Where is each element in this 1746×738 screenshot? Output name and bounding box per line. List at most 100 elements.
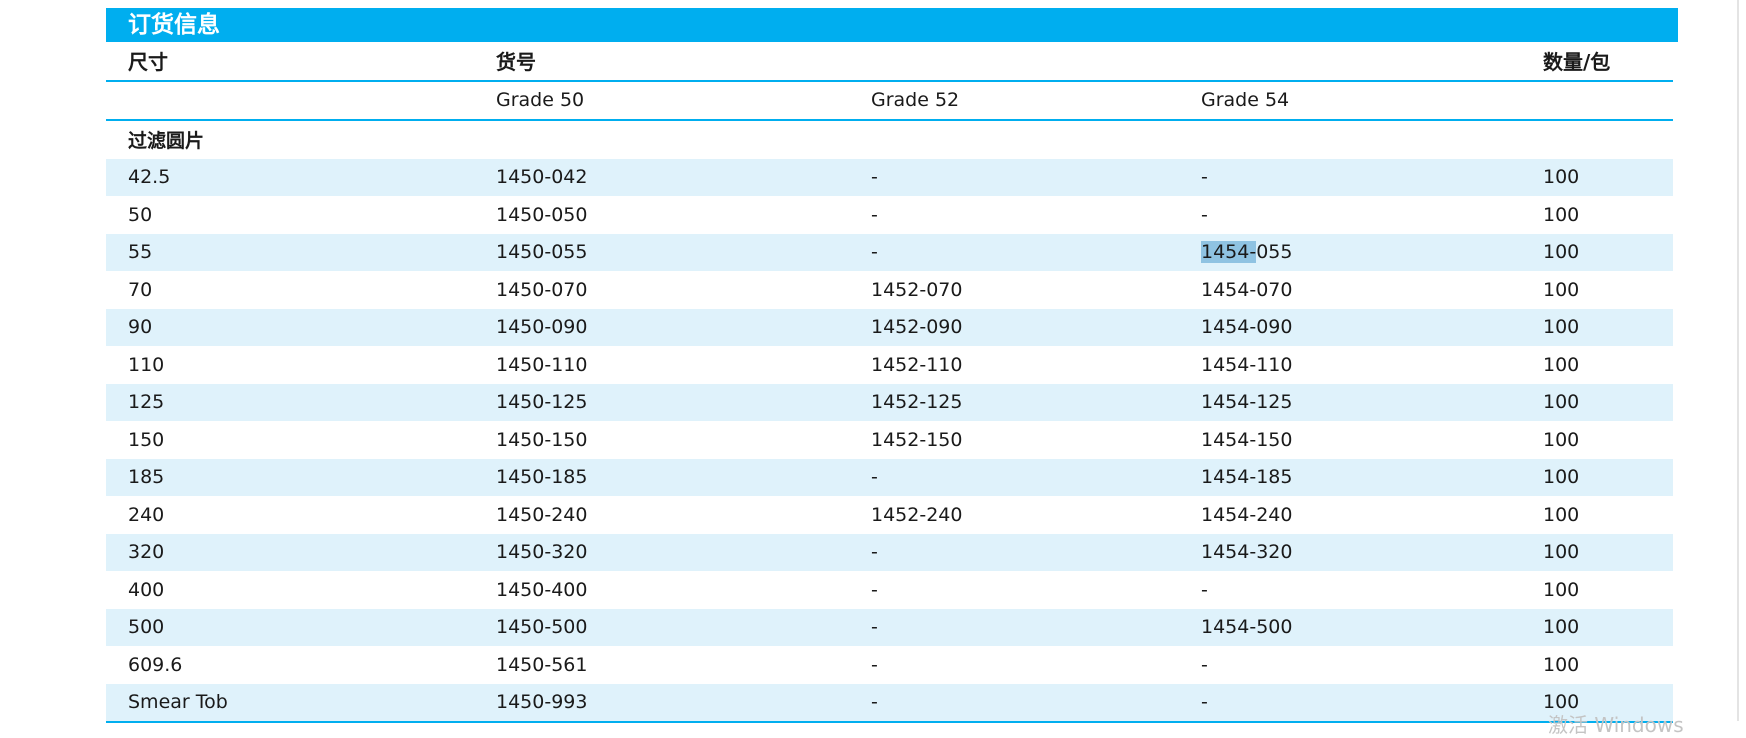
table-row: 400 1450-400 - - 100 (106, 571, 1673, 609)
grade-54-cell: 1454-110 (1201, 353, 1293, 376)
grade-52-cell: 1452-070 (871, 278, 963, 301)
grade-54-cell: - (1201, 653, 1208, 676)
grade-52-cell: - (871, 541, 878, 564)
grade-52-cell: - (871, 653, 878, 676)
size-cell: 90 (128, 316, 153, 339)
table-row: 55 1450-055 - 1454- 055 100 (106, 233, 1673, 272)
grade-50-cell: 1450-400 (496, 578, 588, 601)
grade-52-header: Grade 52 (871, 89, 960, 112)
table-row: 185 1450-185 - 1454-185 100 (106, 458, 1673, 496)
quantity-cell: 100 (1543, 428, 1580, 451)
grade-52-cell: - (871, 166, 878, 189)
page-edge-divider (1737, 0, 1739, 721)
grade-52-cell: - (871, 691, 878, 714)
size-cell: 609.6 (128, 653, 183, 676)
grade-50-cell: 1450-561 (496, 653, 588, 676)
table-row: 240 1450-240 1452-240 1454-240 100 (106, 496, 1673, 534)
grade-50-cell: 1450-240 (496, 503, 588, 526)
grade-52-cell: - (871, 466, 878, 489)
size-column-header: 尺寸 (128, 50, 168, 75)
filter-circles-section-row: 过滤圆片 (106, 121, 1673, 159)
table-row: 150 1450-150 1452-150 1454-150 100 (106, 421, 1673, 459)
table-row: 500 1450-500 - 1454-500 100 (106, 608, 1673, 646)
section-label: 过滤圆片 (128, 130, 205, 153)
table-row: Smear Tob 1450-993 - - 100 (106, 683, 1673, 723)
grade-52-cell: 1452-240 (871, 503, 963, 526)
grade-52-cell: 1452-125 (871, 391, 963, 414)
catalog-number-column-header: 货号 (496, 50, 536, 75)
grade-54-cell: 1454-090 (1201, 316, 1293, 339)
grade-50-cell: 1450-055 (496, 241, 588, 264)
table-header-row: 尺寸 货号 数量/包 (106, 42, 1673, 82)
table-row: 320 1450-320 - 1454-320 100 (106, 533, 1673, 571)
quantity-cell: 100 (1543, 653, 1580, 676)
size-cell: 150 (128, 428, 165, 451)
quantity-cell: 100 (1543, 691, 1580, 714)
size-cell: 500 (128, 616, 165, 639)
quantity-cell: 100 (1543, 578, 1580, 601)
size-cell: 320 (128, 541, 165, 564)
quantity-cell: 100 (1543, 503, 1580, 526)
grade-52-cell: - (871, 578, 878, 601)
grade-50-header: Grade 50 (496, 89, 585, 112)
grade-52-cell: - (871, 203, 878, 226)
grade-54-header: Grade 54 (1201, 89, 1290, 112)
quantity-cell: 100 (1543, 353, 1580, 376)
table-row: 90 1450-090 1452-090 1454-090 100 (106, 308, 1673, 346)
quantity-cell: 100 (1543, 316, 1580, 339)
quantity-cell: 100 (1543, 391, 1580, 414)
windows-activation-watermark: 激活 Windows (1548, 713, 1684, 737)
grade-54-cell: 1454-500 (1201, 616, 1293, 639)
quantity-cell: 100 (1543, 278, 1580, 301)
quantity-cell: 100 (1543, 203, 1580, 226)
grade-54-cell: - (1201, 691, 1208, 714)
quantity-cell: 100 (1543, 616, 1580, 639)
size-cell: 110 (128, 353, 165, 376)
table-row: 70 1450-070 1452-070 1454-070 100 (106, 271, 1673, 309)
grade-54-cell: - (1201, 578, 1208, 601)
ordering-info-document: 订货信息 尺寸 货号 数量/包 Grade 50 Grade 52 Grade … (106, 8, 1678, 723)
grade-50-cell: 1450-320 (496, 541, 588, 564)
grade-50-cell: 1450-150 (496, 428, 588, 451)
grade-54-cell: 1454- 055 (1201, 234, 1292, 272)
grade-54-cell: - (1201, 166, 1208, 189)
table-row: 50 1450-050 - - 100 (106, 196, 1673, 234)
grade-54-cell: 1454-070 (1201, 278, 1293, 301)
grade-52-cell: 1452-110 (871, 353, 963, 376)
grade-54-cell: - (1201, 203, 1208, 226)
grade-52-cell: - (871, 616, 878, 639)
grade-54-cell: 1454-150 (1201, 428, 1293, 451)
grade-50-cell: 1450-500 (496, 616, 588, 639)
grade-54-cell: 1454-240 (1201, 503, 1293, 526)
table-row: 42.5 1450-042 - - 100 (106, 158, 1673, 196)
grade-54-cell: 1454-125 (1201, 391, 1293, 414)
grade-52-cell: 1452-150 (871, 428, 963, 451)
grade-50-cell: 1450-110 (496, 353, 588, 376)
grade-50-cell: 1450-050 (496, 203, 588, 226)
grade-54-cell: 1454-320 (1201, 541, 1293, 564)
quantity-cell: 100 (1543, 541, 1580, 564)
size-cell: 125 (128, 391, 165, 414)
size-cell: 400 (128, 578, 165, 601)
size-cell: Smear Tob (128, 691, 228, 714)
grade-52-cell: 1452-090 (871, 316, 963, 339)
table-body: 42.5 1450-042 - - 100 50 1450-050 - - 100 55 1450-0… (106, 158, 1678, 723)
quantity-per-pack-column-header: 数量/包 (1543, 50, 1611, 75)
grade-54-cell: 1454-185 (1201, 466, 1293, 489)
selection-remainder-text: 055 (1256, 241, 1293, 264)
grade-50-cell: 1450-042 (496, 166, 588, 189)
size-cell: 240 (128, 503, 165, 526)
table-row: 609.6 1450-561 - - 100 (106, 646, 1673, 684)
grade-50-cell: 1450-185 (496, 466, 588, 489)
quantity-cell: 100 (1543, 241, 1580, 264)
quantity-cell: 100 (1543, 166, 1580, 189)
size-cell: 42.5 (128, 166, 171, 189)
quantity-cell: 100 (1543, 466, 1580, 489)
table-row: 110 1450-110 1452-110 1454-110 100 (106, 346, 1673, 384)
grade-50-cell: 1450-993 (496, 691, 588, 714)
text-selection-highlight: 1454- (1201, 241, 1257, 264)
grade-50-cell: 1450-070 (496, 278, 588, 301)
ordering-info-title: 订货信息 (106, 8, 1678, 42)
grade-50-cell: 1450-125 (496, 391, 588, 414)
size-cell: 70 (128, 278, 153, 301)
